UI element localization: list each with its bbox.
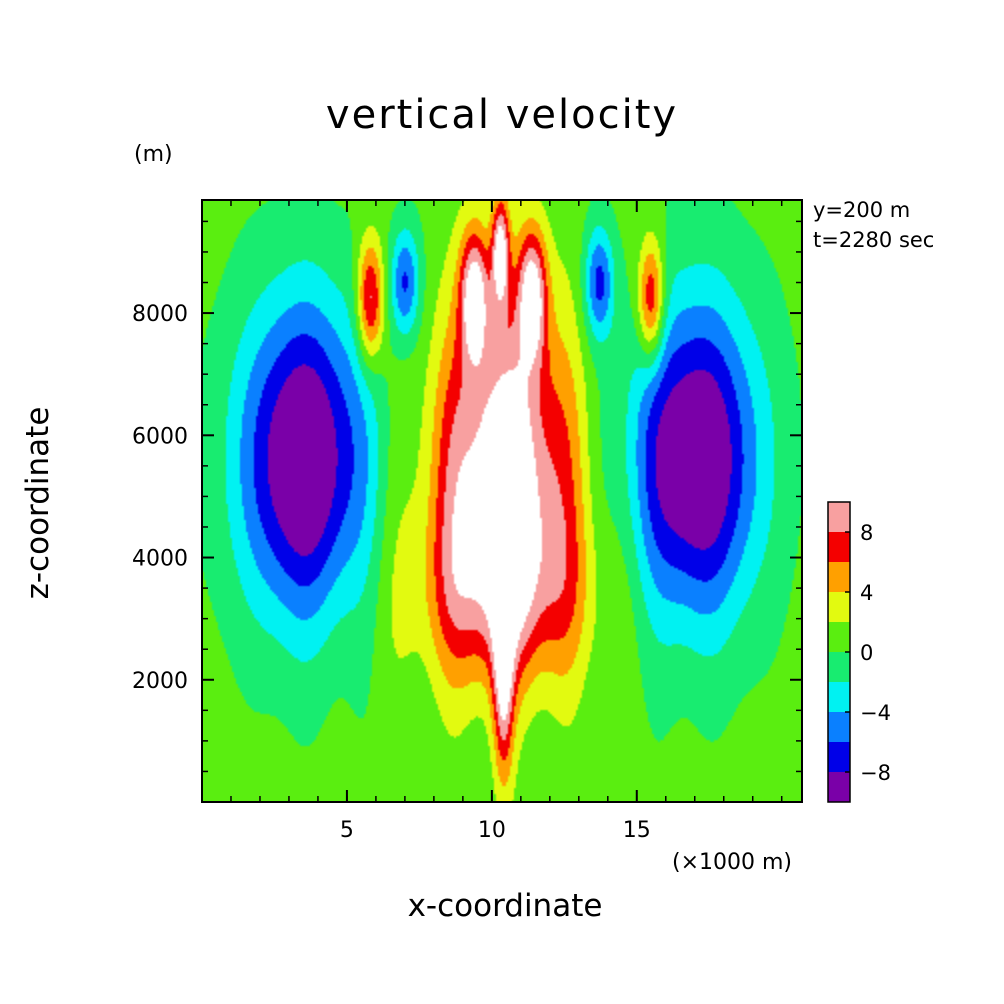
axes: 5 10 15 2000 4000 6000 8000 xyxy=(132,200,802,843)
colorbar-swatch xyxy=(828,772,850,802)
x-tick-label: 15 xyxy=(623,818,651,843)
y-tick-label: 6000 xyxy=(132,424,188,449)
colorbar-swatch xyxy=(828,682,850,712)
colorbar-tick-label: 0 xyxy=(860,641,873,665)
x-tick-label: 10 xyxy=(478,818,506,843)
colorbar-tick-label: 4 xyxy=(860,581,873,605)
x-axis-label: x-coordinate xyxy=(407,888,603,924)
plot-frame xyxy=(201,199,803,803)
chart-title: vertical velocity xyxy=(325,92,679,138)
colorbar-tick-label: −4 xyxy=(860,701,891,725)
annotation-time: t=2280 sec xyxy=(813,228,935,252)
colorbar-swatch xyxy=(828,592,850,622)
colorbar: 8 4 0 −4 −8 xyxy=(827,501,891,803)
colorbar-swatch xyxy=(828,502,850,532)
y-tick-label: 8000 xyxy=(132,302,188,327)
colorbar-tick-label: 8 xyxy=(860,521,873,545)
x-axis-unit-label: (×1000 m) xyxy=(672,850,793,875)
contour-fill-image xyxy=(202,200,802,802)
x-tick-label: 5 xyxy=(340,818,354,843)
colorbar-swatch xyxy=(828,622,850,652)
y-tick-label: 4000 xyxy=(132,547,188,572)
colorbar-swatch xyxy=(828,712,850,742)
annotation-y-position: y=200 m xyxy=(813,198,911,222)
colorbar-swatch xyxy=(828,562,850,592)
y-tick-label: 2000 xyxy=(132,669,188,694)
colorbar-swatch xyxy=(828,652,850,682)
colorbar-swatch xyxy=(828,742,850,772)
colorbar-tick-label: −8 xyxy=(860,761,891,785)
y-axis-unit-label: (m) xyxy=(134,142,173,167)
velocity-field xyxy=(202,200,802,802)
colorbar-swatch xyxy=(828,532,850,562)
